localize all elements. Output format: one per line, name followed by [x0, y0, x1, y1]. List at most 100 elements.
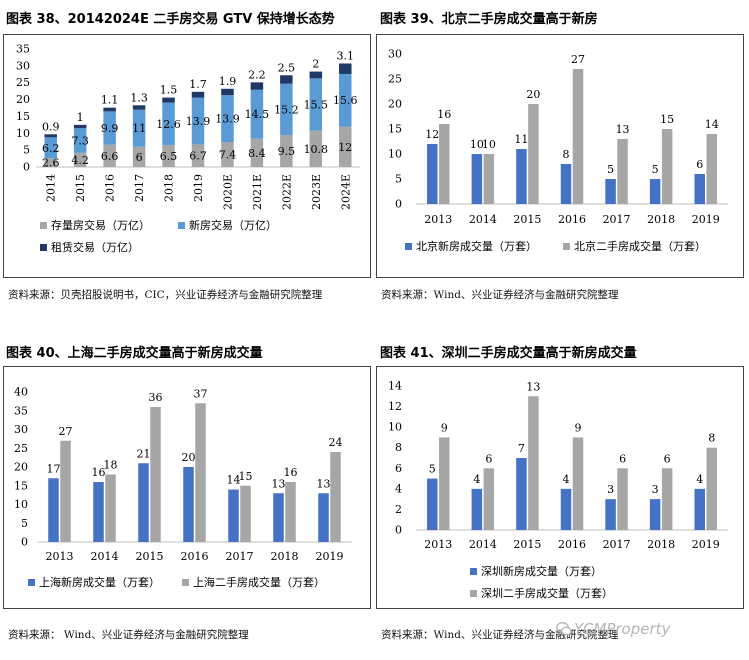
chart-38-data-label: 2.5 [278, 61, 296, 74]
chart-41-bar-second-hand [572, 437, 584, 530]
chart-38-xtick-label: 2015 [74, 174, 87, 202]
chart-38-bar-rent [221, 88, 234, 96]
chart-38-legend-swatch [40, 244, 47, 251]
chart-38-legend-swatch [40, 222, 47, 229]
chart-38-xtick-label: 2022E [280, 174, 293, 210]
chart-40-xtick-label: 2015 [136, 550, 164, 563]
chart-38-xtick-label: 2019 [192, 174, 205, 202]
chart-40-xtick-label: 2013 [46, 550, 74, 563]
chart-38-data-label: 1.5 [160, 84, 178, 97]
chart-39-ytick-label: 0 [395, 198, 402, 211]
chart-41-data-label: 8 [708, 432, 715, 445]
chart-40-data-label: 24 [329, 436, 343, 449]
chart-40-data-label: 21 [137, 447, 151, 460]
chart-41-bar-new [649, 499, 661, 530]
chart-38-data-label: 1 [77, 111, 84, 124]
chart-38-bar-stock [103, 144, 116, 167]
chart-38-data-label: 2.2 [248, 68, 266, 81]
chart-41-bar-second-hand [483, 468, 495, 530]
chart-39-legend-label: 北京二手房成交量（万套） [574, 239, 706, 253]
chart-38-xtick-label: 2014 [45, 174, 58, 202]
chart-38-ytick-label: 25 [16, 76, 30, 89]
chart-39-xtick-label: 2016 [558, 213, 586, 226]
chart-38-ytick-label: 10 [16, 127, 30, 140]
chart-39-xtick-label: 2018 [647, 213, 675, 226]
chart-41-bar-second-hand [706, 447, 717, 530]
chart-38-bar-new [221, 95, 234, 143]
chart-39-bar-second-hand [706, 134, 717, 204]
chart-39-bar-new [694, 174, 705, 204]
chart-39-bar-new [560, 164, 572, 204]
chart-39-legend-swatch [405, 243, 412, 250]
chart-38-bar-rent [103, 107, 116, 112]
chart-38-bar-new [309, 78, 323, 131]
chart-39-xtick-label: 2019 [692, 213, 720, 226]
chart-38-data-label: 9.9 [101, 122, 119, 135]
chart-40-data-label: 18 [104, 459, 118, 472]
chart-40-legend-swatch [28, 579, 35, 586]
chart-41-legend-swatch [470, 568, 477, 575]
chart-38-bar-stock [132, 146, 146, 167]
chart-38-bar-stock [309, 130, 323, 167]
chart-41-title: 图表 41、深圳二手房成交量高于新房成交量 [380, 346, 637, 361]
chart-38-ytick-label: 30 [16, 59, 30, 72]
chart-38-bar-new [162, 102, 175, 146]
chart-41-bar-new [694, 488, 705, 530]
chart-39-bar-second-hand [572, 69, 584, 204]
chart-40-data-label: 14 [227, 474, 241, 487]
chart-39-data-label: 14 [705, 118, 719, 131]
chart-38-data-label: 6 [136, 151, 143, 164]
chart-38-data-label: 1.7 [189, 78, 207, 91]
chart-40-data-label: 16 [284, 466, 298, 479]
chart-39-ytick-label: 30 [388, 48, 402, 61]
chart-38-bar-new [132, 109, 146, 147]
chart-38-data-label: 8.4 [248, 147, 266, 160]
chart-39-xtick-label: 2017 [603, 213, 631, 226]
chart-41-bar-new [471, 488, 483, 530]
chart-38-bar-stock [250, 138, 264, 167]
chart-40-ytick-label: 5 [21, 517, 28, 530]
chart-38-ytick-label: 0 [23, 161, 30, 174]
chart-39-ytick-label: 20 [388, 98, 402, 111]
chart-40-data-label: 27 [59, 425, 73, 438]
chart-39-data-label: 13 [616, 123, 630, 136]
chart-39-ytick-label: 15 [388, 123, 402, 136]
chart-40-source: 资料来源： Wind、兴业证券经济与金融研究院整理 [8, 629, 249, 641]
chart-38-data-label: 0.9 [42, 120, 60, 133]
chart-41-data-label: 13 [526, 380, 540, 393]
chart-38-bar-rent [44, 134, 57, 138]
chart-41-xtick-label: 2017 [603, 538, 631, 551]
chart-38-data-label: 4.2 [71, 154, 89, 167]
chart-40-ytick-label: 0 [21, 536, 28, 549]
chart-39-bar-second-hand [661, 129, 673, 204]
chart-38-xtick-label: 2021E [251, 174, 264, 210]
chart-38-bar-rent [339, 63, 352, 74]
chart-38-data-label: 6.7 [189, 150, 207, 163]
chart-38-source: 资料来源：贝壳招股说明书，CIC，兴业证券经济与金融研究院整理 [8, 289, 323, 301]
chart-38-data-label: 10.8 [304, 143, 329, 156]
chart-40-xtick-label: 2017 [226, 550, 254, 563]
chart-39-data-label: 12 [425, 128, 439, 141]
chart-40-data-label: 13 [272, 477, 286, 490]
chart-41-data-label: 4 [696, 473, 703, 486]
chart-39-xtick-label: 2013 [424, 213, 452, 226]
chart-38-bar-stock [191, 144, 205, 167]
chart-39-bar-second-hand [483, 154, 495, 204]
chart-38-ytick-label: 20 [16, 93, 30, 106]
chart-38-xtick-label: 2024E [339, 174, 352, 210]
chart-40-ytick-label: 30 [14, 423, 28, 436]
chart-38-bar-rent [132, 105, 146, 110]
chart-40-bar-second-hand [60, 440, 71, 542]
chart-40-legend-label: 上海二手房成交量（万套） [193, 575, 325, 589]
chart-38-data-label: 13.9 [186, 115, 211, 128]
chart-40-bar-second-hand [105, 474, 116, 542]
chart-38-data-label: 6.5 [160, 150, 178, 163]
chart-38-bar-new [73, 128, 87, 153]
chart-38-legend-label: 新房交易（万亿） [189, 218, 277, 232]
chart-38-data-label: 11 [132, 122, 146, 135]
chart-40-data-label: 15 [239, 470, 253, 483]
chart-40-xtick-label: 2018 [271, 550, 299, 563]
chart-38-data-label: 3.1 [337, 49, 355, 62]
chart-40-data-label: 13 [317, 477, 331, 490]
